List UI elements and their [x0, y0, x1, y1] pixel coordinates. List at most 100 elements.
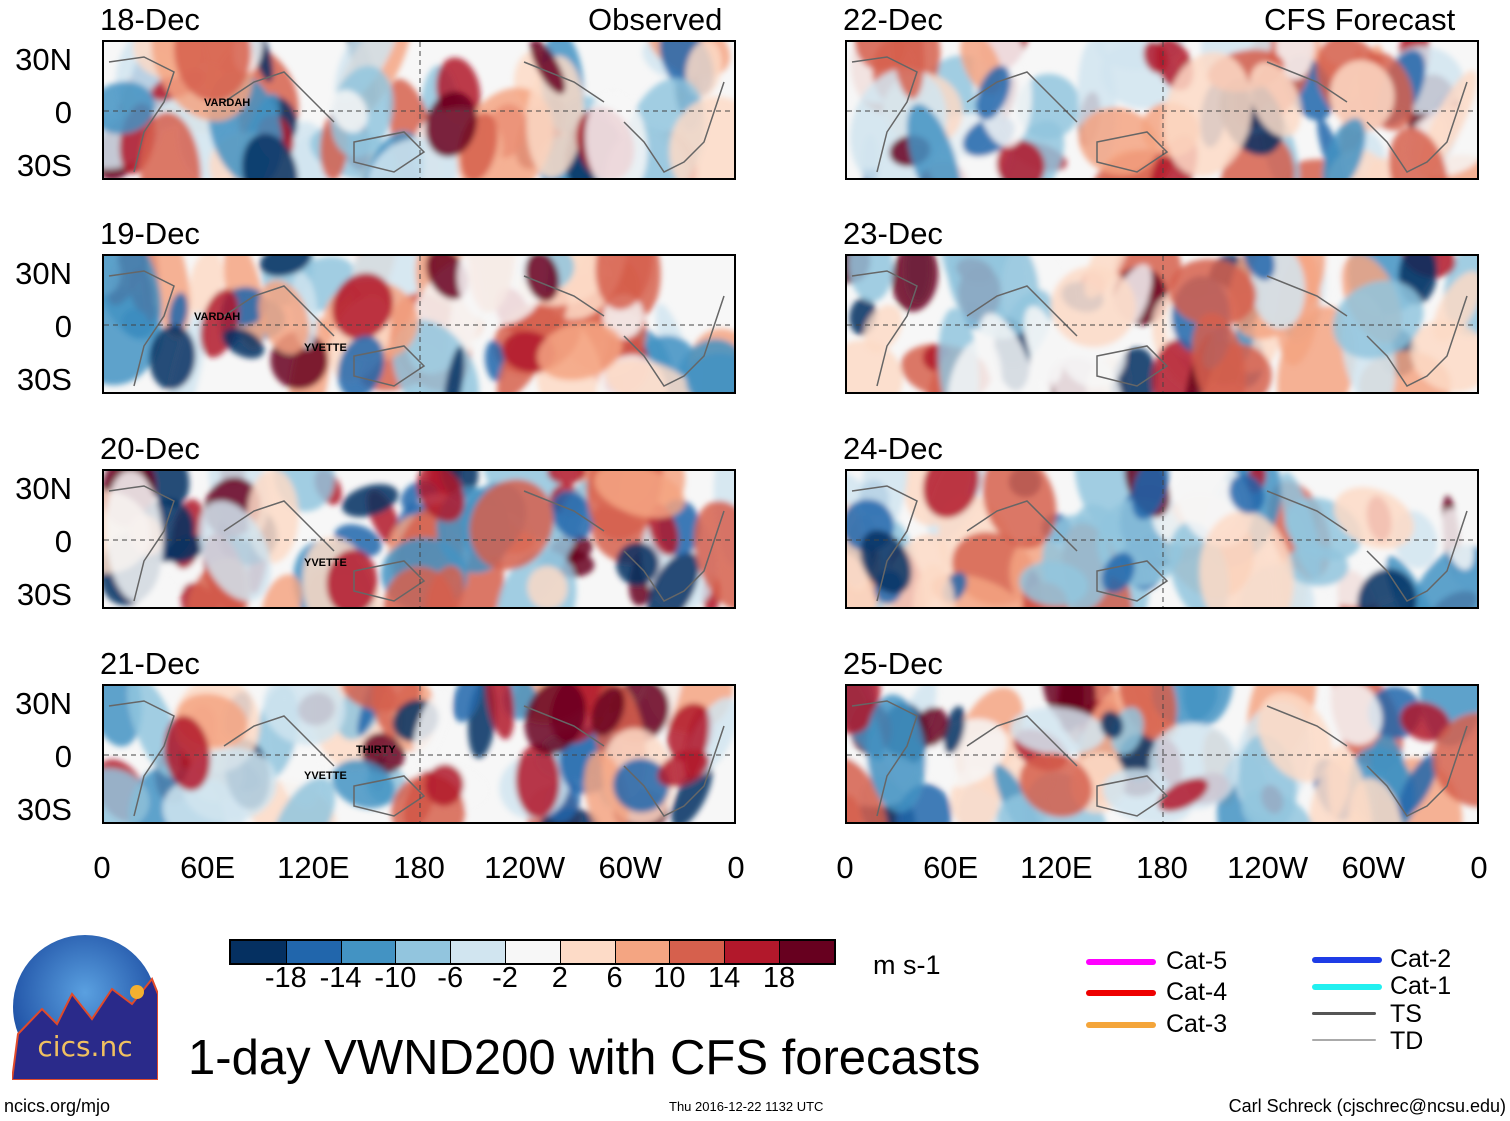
wind-contour	[1329, 60, 1395, 131]
footer-author: Carl Schreck (cjschrec@ncsu.edu)	[1228, 1096, 1506, 1116]
colorbar-label: 6	[606, 962, 623, 994]
wind-contour	[484, 340, 506, 382]
observed-label: Observed	[588, 2, 723, 37]
wind-contour	[416, 471, 465, 523]
wind-contour	[1078, 107, 1158, 176]
wind-contour	[1131, 471, 1169, 520]
legend-line	[1086, 1022, 1156, 1028]
lat-tick-label: 30S	[16, 362, 72, 397]
map-panel	[845, 254, 1479, 394]
legend-line	[1312, 1012, 1376, 1015]
map-panel	[845, 684, 1479, 824]
figure-title: 1-day VWND200 with CFS forecasts	[188, 1031, 981, 1085]
wind-contour	[1242, 256, 1275, 281]
storm-label: YVETTE	[304, 557, 347, 569]
coastlines	[851, 270, 1468, 387]
wind-contour	[326, 549, 378, 607]
wind-contour	[524, 686, 586, 755]
wind-contour	[685, 353, 734, 392]
wind-contour	[547, 471, 587, 485]
lon-tick-label: 0	[836, 850, 854, 885]
wind-contour	[392, 319, 480, 392]
colorbar-swatch	[669, 941, 725, 963]
wind-contour	[669, 96, 734, 178]
wind-contour	[1257, 692, 1333, 783]
wind-contour	[1400, 702, 1450, 742]
wind-contour	[270, 777, 336, 822]
map-panel: VARDAH YVETTE	[102, 254, 736, 394]
wind-contour	[685, 42, 722, 98]
footer-url[interactable]: ncics.org/mjo	[4, 1096, 111, 1116]
wind-contour	[452, 686, 481, 723]
wind-contour	[486, 686, 515, 740]
wind-contour	[139, 112, 202, 178]
lat-tick-label: 30S	[16, 148, 72, 183]
wind-contour	[1101, 552, 1135, 594]
wind-contour	[337, 335, 385, 392]
lon-tick-label: 60E	[180, 850, 236, 885]
wind-contour	[525, 256, 560, 302]
storm-label: VARDAH	[194, 311, 241, 323]
wind-contour	[537, 322, 623, 381]
wind-contour	[530, 42, 566, 94]
wind-contour	[594, 471, 685, 519]
legend-line	[1086, 990, 1156, 996]
wind-contour	[1325, 686, 1383, 745]
wind-contour	[1327, 746, 1373, 822]
lat-tick-label: 30N	[15, 256, 72, 291]
colorbar-swatch	[231, 941, 286, 963]
legend-line	[1086, 959, 1156, 965]
wind-contour	[1332, 280, 1424, 359]
wind-contour	[595, 256, 654, 310]
wind-contour	[1388, 127, 1449, 178]
units-label: m s-1	[873, 950, 941, 980]
wind-contour	[104, 81, 156, 135]
wind-contour	[860, 530, 912, 595]
wind-contour	[341, 484, 399, 518]
wind-contour	[332, 272, 394, 340]
wind-contour	[104, 686, 142, 747]
wind-contour	[341, 686, 422, 712]
wind-contour	[1100, 711, 1124, 739]
cics-logo: cics.nc	[10, 934, 159, 1081]
wind-contour	[413, 689, 451, 763]
wind-contour	[605, 359, 694, 392]
wind-contour	[1010, 707, 1105, 755]
lon-tick-label: 0	[1470, 850, 1488, 885]
wind-contour	[947, 256, 1039, 339]
wind-contour	[164, 715, 211, 791]
storm-label: VARDAH	[204, 97, 251, 109]
lon-tick-label: 120W	[1227, 850, 1309, 885]
colorbar-label: 2	[551, 962, 568, 994]
lon-tick-label: 180	[393, 850, 445, 885]
legend-label: TS	[1390, 1000, 1422, 1028]
lat-tick-label: 0	[54, 95, 72, 130]
lat-tick-label: 30N	[15, 686, 72, 721]
wind-contour	[996, 139, 1045, 178]
coastlines	[851, 485, 1468, 602]
legend-label: Cat-2	[1390, 945, 1452, 973]
wind-contour	[906, 103, 962, 178]
legend-label: TD	[1390, 1027, 1424, 1055]
wind-contour	[1152, 339, 1201, 392]
legend-label: Cat-5	[1166, 947, 1228, 975]
legend-line	[1312, 984, 1382, 990]
wind-contour	[425, 91, 477, 158]
wind-contour	[913, 564, 956, 607]
wind-contour	[1168, 258, 1257, 327]
colorbar-label: 14	[708, 962, 741, 994]
wind-contour	[442, 345, 465, 392]
wind-contour	[1158, 777, 1209, 812]
wind-contour	[261, 574, 303, 607]
wind-contour	[1191, 312, 1247, 392]
coastlines	[108, 700, 725, 817]
wind-contour	[174, 42, 251, 102]
wind-contour	[259, 256, 312, 277]
wind-contour	[222, 327, 265, 359]
colorbar-swatch	[559, 941, 615, 963]
wind-contour	[671, 761, 713, 822]
lon-tick-label: 180	[1136, 850, 1188, 885]
map-panel	[845, 40, 1479, 180]
wind-contour	[168, 292, 188, 333]
wind-contour	[591, 686, 625, 737]
